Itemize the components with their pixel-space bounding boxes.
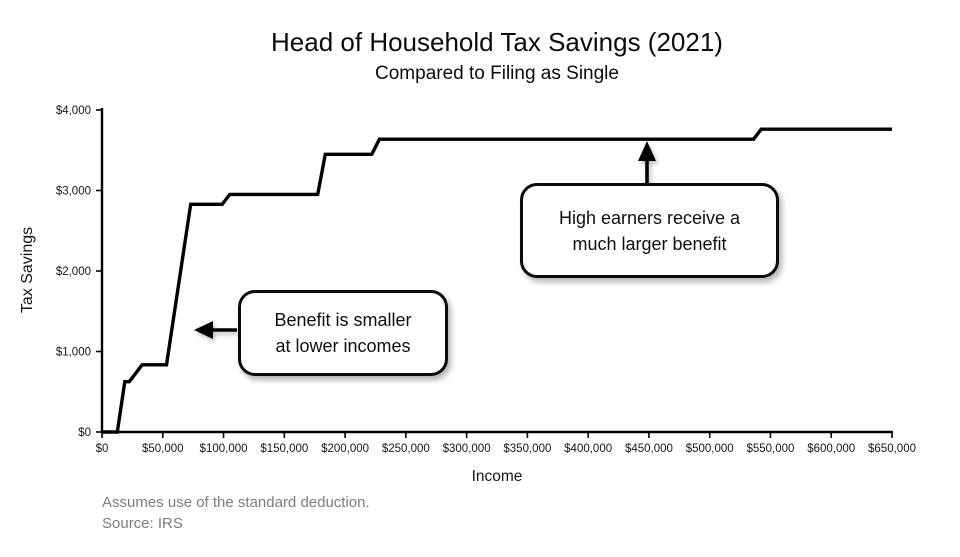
footnote-source: Source: IRS [102, 515, 183, 532]
tax-savings-line [102, 127, 892, 434]
y-tick-label: $3,000 [56, 186, 91, 198]
x-tick-label: $500,000 [686, 443, 734, 455]
chart-subtitle: Compared to Filing as Single [375, 63, 619, 84]
x-tick-label: $100,000 [200, 443, 248, 455]
y-tick-label: $1,000 [56, 347, 91, 359]
callout-high-earners-line2: much larger benefit [572, 233, 727, 254]
callout-low-income-line2: at lower incomes [275, 336, 411, 356]
callout-high-earners: High earners receive a much larger benef… [520, 183, 779, 278]
x-tick-label: $600,000 [807, 443, 855, 455]
series-group [102, 127, 892, 434]
x-tick-label: $650,000 [868, 443, 916, 455]
callout-low-income: Benefit is smaller at lower incomes [238, 290, 448, 376]
y-tick-label: $0 [78, 427, 91, 439]
annotation-arrow-up [638, 141, 656, 186]
x-tick-label: $250,000 [382, 443, 430, 455]
x-axis-label: Income [471, 468, 523, 485]
x-tick-label: $50,000 [142, 443, 184, 455]
annotation-arrow-up-head-icon [638, 141, 656, 161]
x-tick-label: $450,000 [625, 443, 673, 455]
x-tick-label: $200,000 [321, 443, 369, 455]
footnote-assumption: Assumes use of the standard deduction. [102, 494, 370, 511]
x-tick-label: $350,000 [503, 443, 551, 455]
y-tick-label: $2,000 [56, 266, 91, 278]
x-tick-label: $550,000 [746, 443, 794, 455]
y-tick-label: $4,000 [56, 105, 91, 117]
annotation-arrow-left [194, 321, 237, 339]
axes-group: $0 $50,000 $100,000 $150,000 $200,000 $250,00… [56, 105, 916, 455]
x-tick-label: $150,000 [260, 443, 308, 455]
callout-high-earners-line1: High earners receive a [558, 207, 741, 228]
x-tick-label: $400,000 [564, 443, 612, 455]
callout-low-income-line1: Benefit is smaller [274, 310, 412, 330]
footnotes: Assumes use of the standard deduction. S… [102, 492, 370, 534]
x-tick-label: $300,000 [443, 443, 491, 455]
y-axis-label: Tax Savings [19, 226, 36, 314]
title-block: Head of Household Tax Savings (2021) Com… [102, 0, 892, 86]
chart-title: Head of Household Tax Savings (2021) [271, 27, 723, 57]
x-tick-label: $0 [96, 443, 109, 455]
annotation-arrow-left-head-icon [194, 321, 213, 339]
